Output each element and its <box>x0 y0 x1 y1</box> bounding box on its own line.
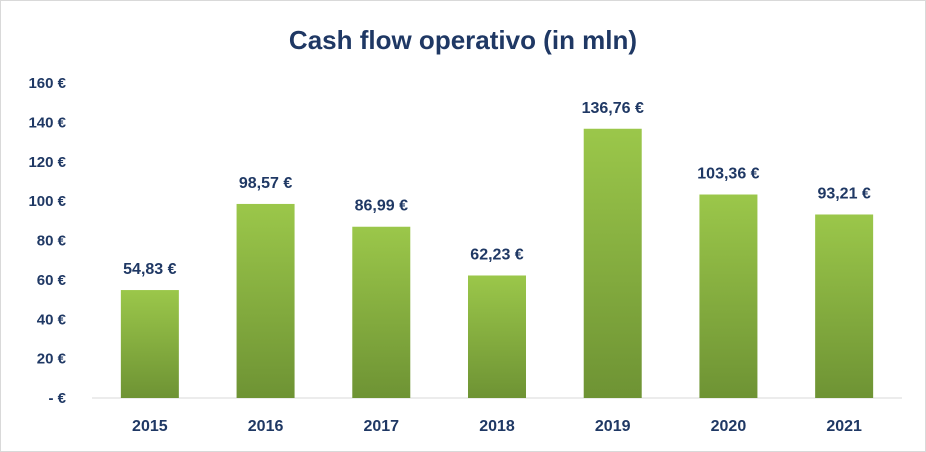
y-tick-label: 60 € <box>37 272 67 289</box>
y-tick-label: 20 € <box>37 351 67 368</box>
bar <box>120 290 179 398</box>
y-tick-label: 40 € <box>37 311 67 328</box>
data-labels: 54,83 € 98,57 € 86,99 € 62,23 € 136,76 € 103,… <box>123 100 871 278</box>
data-label: 103,36 € <box>697 166 759 183</box>
y-tick-label: 100 € <box>28 193 66 210</box>
x-tick-label: 2015 <box>132 418 168 435</box>
bar <box>468 275 526 398</box>
y-tick-label: - € <box>48 390 66 407</box>
data-label: 54,83 € <box>123 261 176 278</box>
data-label: 98,57 € <box>239 175 292 192</box>
y-tick-label: 80 € <box>37 233 67 250</box>
x-tick-label: 2020 <box>711 418 747 435</box>
bar <box>583 128 642 398</box>
bar <box>815 214 874 398</box>
y-axis: - € 20 € 40 € 60 € 80 € 100 € 120 € 140 € 160 € <box>28 75 66 407</box>
x-tick-label: 2018 <box>479 418 515 435</box>
data-label: 62,23 € <box>470 246 523 263</box>
data-label: 136,76 € <box>582 100 644 117</box>
x-axis: 2015 2016 2017 2018 2019 2020 2021 <box>132 418 862 435</box>
data-label: 93,21 € <box>817 185 870 202</box>
y-tick-label: 120 € <box>28 154 66 171</box>
x-tick-label: 2019 <box>595 418 631 435</box>
x-tick-label: 2017 <box>363 418 399 435</box>
y-tick-label: 160 € <box>28 75 66 92</box>
y-tick-label: 140 € <box>28 114 66 131</box>
data-label: 86,99 € <box>355 198 408 215</box>
bar <box>352 226 411 398</box>
bar <box>699 194 758 398</box>
bar <box>236 203 295 398</box>
bars <box>120 128 874 398</box>
x-tick-label: 2016 <box>248 418 284 435</box>
x-tick-label: 2021 <box>826 418 862 435</box>
chart-title: Cash flow operativo (in mln) <box>289 25 637 55</box>
